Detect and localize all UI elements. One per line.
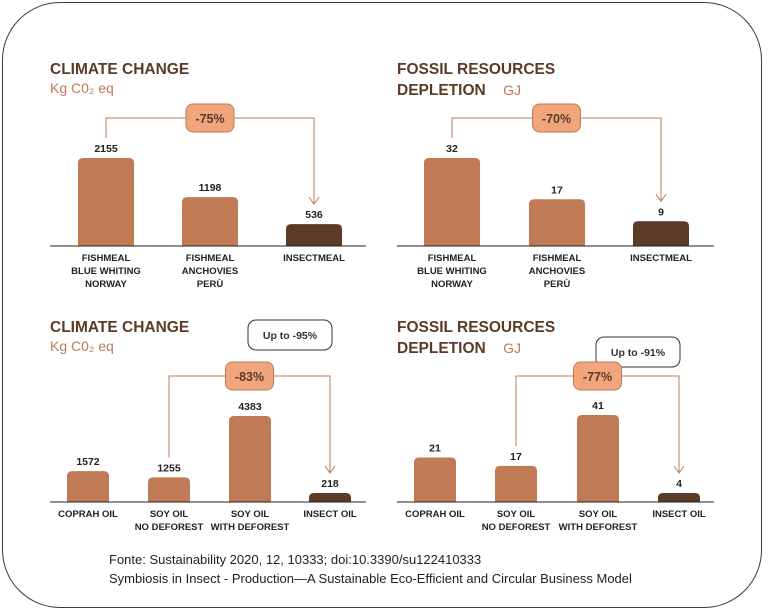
- category-label: INSECT OIL: [652, 509, 706, 520]
- chart-title: CLIMATE CHANGE: [50, 61, 189, 78]
- reduction-badge: [185, 103, 235, 133]
- source-citation: Fonte: Sustainability 2020, 12, 10333; d…: [109, 552, 482, 567]
- chart-title: DEPLETION: [397, 340, 486, 357]
- bar: [182, 197, 238, 246]
- category-label: FISHMEAL: [428, 253, 477, 264]
- data-label: 9: [658, 206, 664, 218]
- chart-unit: GJ: [503, 82, 521, 98]
- data-label: 17: [551, 184, 563, 196]
- bar: [424, 158, 480, 246]
- category-label: ANCHOVIES: [182, 266, 238, 277]
- category-label: INSECTMEAL: [283, 253, 345, 264]
- data-label: 41: [592, 400, 604, 412]
- chart-title: DEPLETION: [397, 82, 486, 99]
- note-box: [247, 319, 333, 351]
- chart-unit: Kg C0₂ eq: [50, 80, 114, 96]
- data-label: 2155: [94, 143, 118, 155]
- reduction-badge: [573, 361, 622, 391]
- data-label: 536: [305, 209, 323, 221]
- category-label: PERÙ: [197, 278, 224, 290]
- reduction-label: -83%: [235, 370, 264, 384]
- chart-unit: GJ: [503, 340, 521, 356]
- category-label: COPRAH OIL: [58, 509, 118, 520]
- category-label: SOY OIL: [150, 509, 189, 520]
- bar: [495, 465, 537, 502]
- bar: [78, 158, 134, 246]
- category-label: INSECTMEAL: [630, 253, 692, 264]
- data-label: 17: [510, 451, 522, 463]
- category-label: ANCHOVIES: [529, 266, 585, 277]
- bar: [529, 199, 585, 246]
- bar: [229, 416, 271, 502]
- category-label: NORWAY: [431, 279, 473, 290]
- category-label: WITH DEFOREST: [211, 522, 290, 533]
- bar: [286, 224, 342, 246]
- category-label: BLUE WHITING: [71, 266, 141, 277]
- arrowhead: [655, 193, 667, 203]
- category-label: FISHMEAL: [82, 253, 131, 264]
- bar: [309, 493, 351, 502]
- source-paper-title: Symbiosis in Insect - Production—A Susta…: [109, 571, 632, 586]
- reduction-label: -77%: [583, 370, 612, 384]
- arrowhead: [308, 196, 320, 205]
- data-label: 32: [446, 143, 458, 155]
- bar: [67, 471, 109, 502]
- data-label: 1255: [157, 462, 181, 474]
- reduction-label: -75%: [195, 112, 224, 126]
- arrowhead: [673, 465, 685, 474]
- category-label: BLUE WHITING: [417, 266, 487, 277]
- note-box: [595, 336, 681, 368]
- bar: [658, 493, 700, 502]
- rounded-frame: [2, 2, 762, 608]
- category-label: SOY OIL: [231, 509, 270, 520]
- note-label: Up to -95%: [263, 330, 318, 342]
- reduction-label: -70%: [542, 112, 571, 126]
- category-label: NO DEFOREST: [482, 522, 551, 533]
- category-label: SOY OIL: [579, 509, 618, 520]
- data-label: 4383: [238, 401, 262, 413]
- category-label: FISHMEAL: [533, 253, 582, 264]
- category-label: SOY OIL: [497, 509, 536, 520]
- category-label: NO DEFOREST: [135, 522, 204, 533]
- bar: [633, 221, 689, 246]
- note-label: Up to -91%: [611, 347, 666, 359]
- category-label: INSECT OIL: [303, 509, 357, 520]
- reduction-badge: [532, 103, 581, 133]
- bar: [148, 477, 190, 502]
- category-label: FISHMEAL: [186, 253, 235, 264]
- chart-title: FOSSIL RESOURCES: [397, 61, 555, 78]
- category-label: NORWAY: [85, 279, 127, 290]
- data-label: 21: [429, 442, 441, 454]
- chart-title: FOSSIL RESOURCES: [397, 319, 555, 336]
- arrowhead: [324, 465, 336, 474]
- category-label: COPRAH OIL: [405, 509, 465, 520]
- chart-unit: Kg C0₂ eq: [50, 338, 114, 354]
- data-label: 1198: [199, 182, 222, 194]
- reduction-badge: [225, 361, 274, 391]
- data-label: 218: [321, 478, 339, 490]
- category-label: PERÙ: [544, 278, 571, 290]
- bar: [577, 415, 619, 502]
- bar: [414, 457, 456, 502]
- data-label: 1572: [76, 456, 100, 468]
- data-label: 4: [676, 478, 682, 490]
- chart-title: CLIMATE CHANGE: [50, 319, 189, 336]
- category-label: WITH DEFOREST: [559, 522, 638, 533]
